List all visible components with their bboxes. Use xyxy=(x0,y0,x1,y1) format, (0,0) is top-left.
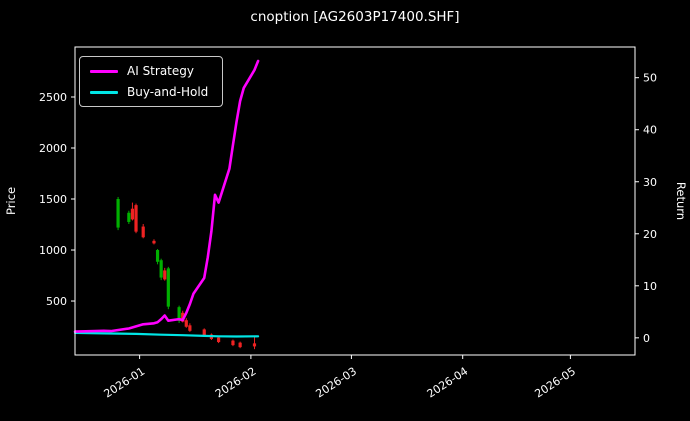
candlestick-series xyxy=(116,196,257,350)
legend-swatch-buy-and-hold xyxy=(90,90,118,94)
legend-item-buy-and-hold: Buy-and-Hold xyxy=(90,86,208,98)
legend-swatch-ai-strategy xyxy=(90,69,118,73)
legend-label-ai-strategy: AI Strategy xyxy=(127,64,194,78)
legend: AI Strategy Buy-and-Hold xyxy=(79,56,224,107)
axis-ticks: 500 1000 1500 2000 2500 0 10 20 30 40 50 2026-01 202… xyxy=(39,72,657,401)
x-tick-label: 2026-01 xyxy=(102,365,148,401)
y-axis-label-right: Return xyxy=(674,182,688,220)
left-tick-label: 2000 xyxy=(39,142,67,155)
series-buy-and-hold xyxy=(73,331,260,338)
plot-frame xyxy=(74,46,636,356)
right-tick-label: 20 xyxy=(643,228,657,241)
legend-item-ai-strategy: AI Strategy xyxy=(90,65,208,77)
left-tick-label: 500 xyxy=(46,295,67,308)
chart-title: cnoption [AG2603P17400.SHF] xyxy=(250,9,459,25)
x-tick-label: 2026-03 xyxy=(313,365,359,401)
x-tick-label: 2026-04 xyxy=(425,365,471,401)
right-tick-label: 10 xyxy=(643,280,657,293)
right-tick-label: 30 xyxy=(643,176,657,189)
left-tick-label: 1000 xyxy=(39,244,67,257)
x-tick-label: 2026-05 xyxy=(532,365,578,401)
left-tick-label: 2500 xyxy=(39,91,67,104)
y-axis-label-left: Price xyxy=(4,187,18,215)
left-tick-label: 1500 xyxy=(39,193,67,206)
right-tick-label: 0 xyxy=(643,332,650,345)
right-tick-label: 40 xyxy=(643,124,657,137)
legend-label-buy-and-hold: Buy-and-Hold xyxy=(127,85,209,99)
x-tick-label: 2026-02 xyxy=(213,365,259,401)
series-ai-strategy xyxy=(73,59,260,333)
right-tick-label: 50 xyxy=(643,72,657,85)
